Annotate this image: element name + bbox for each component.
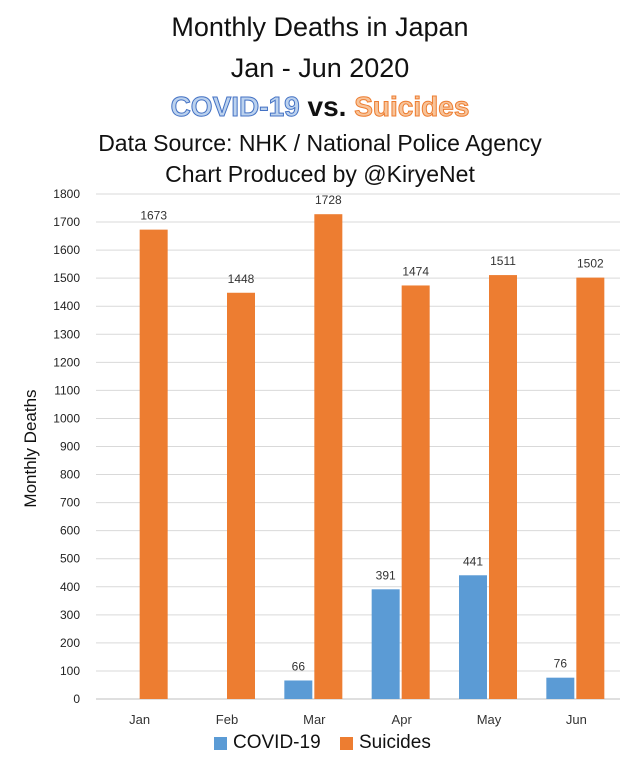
y-tick-label-300: 300 (60, 608, 80, 622)
data-label-suicides-mar: 1728 (315, 193, 342, 207)
x-tick-label-feb: Feb (216, 712, 238, 727)
chart-title-line1: Monthly Deaths in Japan (171, 12, 469, 42)
data-label-covid-19-mar: 66 (292, 659, 306, 673)
y-tick-label-0: 0 (73, 692, 80, 706)
bar-covid-19-mar (284, 680, 313, 699)
y-tick-label-100: 100 (60, 664, 80, 678)
y-tick-label-1100: 1100 (54, 383, 80, 397)
chart-legend: COVID-19 Suicides (0, 732, 640, 758)
data-label-covid-19-apr: 391 (376, 568, 396, 582)
bar-suicides-jun (576, 277, 605, 699)
chart-subtitle-line2: Chart Produced by @KiryeNet (165, 161, 475, 187)
legend-item-covid: COVID-19 (214, 732, 321, 754)
bar-suicides-feb (227, 292, 255, 699)
y-tick-label-900: 900 (60, 440, 80, 454)
bar-covid-19-apr (371, 589, 400, 699)
x-tick-label-apr: Apr (392, 712, 413, 727)
data-label-suicides-jan: 1673 (140, 209, 167, 223)
chart-subtitle-line1: Data Source: NHK / National Police Agenc… (98, 130, 542, 156)
y-tick-label-1500: 1500 (53, 271, 80, 285)
y-tick-label-1200: 1200 (53, 355, 80, 369)
x-tick-label-mar: Mar (303, 712, 326, 727)
data-label-covid-19-jun: 76 (554, 657, 568, 671)
y-tick-label-500: 500 (60, 552, 80, 566)
data-label-suicides-may: 1511 (490, 254, 516, 268)
data-label-suicides-apr: 1474 (402, 264, 429, 278)
x-tick-label-may: May (477, 712, 502, 727)
y-tick-label-1300: 1300 (53, 327, 80, 341)
bar-suicides-mar (314, 214, 343, 699)
bar-covid-19-jun (546, 677, 575, 699)
x-tick-label-jun: Jun (566, 712, 587, 727)
y-tick-label-700: 700 (60, 496, 80, 510)
bar-suicides-jan (139, 229, 168, 699)
data-label-covid-19-may: 441 (463, 554, 483, 568)
legend-swatch-suicides (340, 736, 353, 750)
legend-item-suicides: Suicides (340, 732, 431, 754)
y-tick-label-800: 800 (60, 468, 80, 482)
data-label-suicides-feb: 1448 (228, 272, 255, 286)
y-tick-label-1400: 1400 (53, 299, 80, 313)
bar-covid-19-may (459, 575, 487, 699)
y-tick-label-1700: 1700 (53, 215, 80, 229)
x-tick-label-jan: Jan (129, 712, 150, 727)
title-suicides-word: Suicides (354, 91, 470, 123)
y-tick-label-1600: 1600 (53, 243, 80, 257)
y-axis-label: Monthly Deaths (21, 389, 40, 507)
y-tick-label-600: 600 (60, 524, 80, 538)
title-covid-word: COVID-19 (170, 91, 300, 123)
y-tick-label-1000: 1000 (53, 411, 80, 425)
legend-label-covid: COVID-19 (233, 732, 321, 753)
legend-swatch-covid (214, 736, 227, 750)
y-tick-label-200: 200 (60, 636, 80, 650)
bar-suicides-apr (401, 285, 430, 699)
y-tick-label-1800: 1800 (53, 187, 80, 201)
data-label-suicides-jun: 1502 (577, 257, 604, 271)
bar-suicides-may (489, 275, 517, 699)
chart-title-line2: Jan - Jun 2020 (230, 53, 410, 83)
chart-title-line3: COVID-19 vs. Suicides (0, 90, 640, 124)
y-tick-label-400: 400 (60, 580, 80, 594)
title-vs-word: vs. (307, 91, 347, 122)
legend-label-suicides: Suicides (359, 732, 431, 753)
